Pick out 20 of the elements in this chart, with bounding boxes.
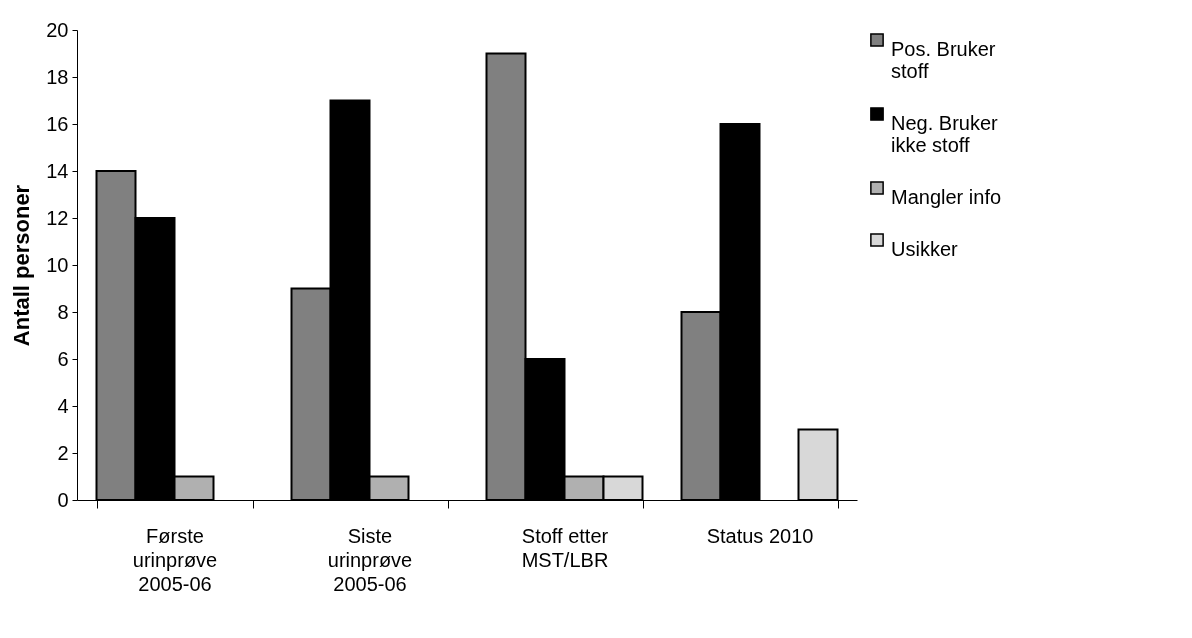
x-tick-label: Siste urinprøve 2005-06 xyxy=(327,524,413,595)
x-tick-label: Stoff etter MST/LBR xyxy=(521,524,609,571)
y-tick-label: 2 xyxy=(57,441,69,464)
y-tick-label: 18 xyxy=(46,65,69,88)
y-tick-label: 10 xyxy=(46,253,69,276)
legend-label: Pos. Bruker stoff xyxy=(891,38,996,82)
y-axis-title: Antall personer xyxy=(9,184,35,347)
y-tick-label: 12 xyxy=(46,206,69,229)
y-tick-label: 14 xyxy=(46,159,69,182)
legend-label: Neg. Bruker ikke stoff xyxy=(891,112,999,156)
y-tick-label: 20 xyxy=(46,18,69,41)
y-tick-label: 4 xyxy=(57,394,69,417)
y-tick-label: 0 xyxy=(57,488,69,511)
legend-label: Mangler info xyxy=(891,186,1002,208)
legend-label: Usikker xyxy=(891,238,959,260)
x-tick-label: Første urinprøve 2005-06 xyxy=(132,524,218,595)
y-tick-label: 6 xyxy=(57,347,69,370)
y-tick-label: 16 xyxy=(46,112,69,135)
x-tick-label: Status 2010 xyxy=(706,524,814,547)
y-tick-label: 8 xyxy=(57,300,69,323)
